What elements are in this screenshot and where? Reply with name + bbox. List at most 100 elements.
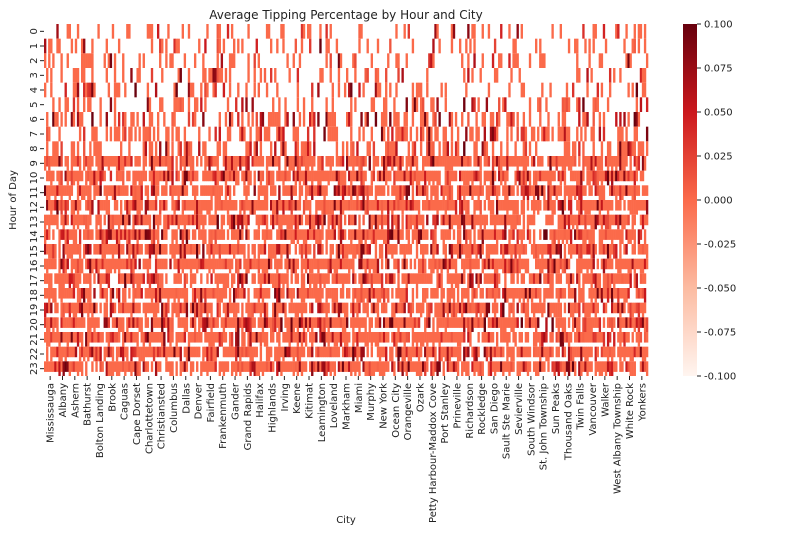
heatmap-cell — [331, 288, 334, 303]
heatmap-cell — [611, 170, 614, 186]
heatmap-cell — [463, 273, 466, 284]
heatmap-cell — [230, 258, 234, 270]
heatmap-cell — [555, 229, 558, 240]
heatmap-cell — [545, 244, 548, 255]
heatmap-cell — [323, 317, 326, 332]
heatmap-cell — [302, 112, 306, 127]
heatmap-cell — [448, 332, 452, 343]
heatmap-cell — [220, 170, 224, 182]
heatmap-cell — [202, 244, 205, 259]
heatmap-cell — [253, 258, 256, 270]
heatmap-cell — [629, 185, 632, 196]
heatmap-cell — [265, 156, 269, 171]
x-tick-label: Highlands — [268, 383, 279, 433]
heatmap-cell — [46, 185, 49, 200]
heatmap-cell — [89, 229, 92, 240]
heatmap-cell — [130, 317, 133, 328]
heatmap-cell — [72, 361, 76, 372]
heatmap-cell — [288, 170, 291, 182]
heatmap-cell — [243, 332, 246, 347]
heatmap-cell — [504, 185, 507, 200]
heatmap-cell — [333, 258, 337, 274]
heatmap-cell — [249, 170, 252, 186]
heatmap-cell — [85, 332, 88, 347]
heatmap-cell — [543, 288, 546, 303]
heatmap-cell — [436, 214, 439, 226]
heatmap-cell — [290, 317, 293, 332]
heatmap-cell — [337, 53, 341, 68]
heatmap-cell — [493, 214, 497, 230]
heatmap-cell — [393, 361, 396, 376]
heatmap-cell — [280, 229, 283, 240]
heatmap-cell — [193, 317, 197, 332]
heatmap-cell — [409, 361, 413, 372]
heatmap-cell — [424, 200, 427, 211]
heatmap-cell — [339, 53, 343, 68]
heatmap-cell — [89, 53, 92, 68]
heatmap-cell — [578, 214, 581, 226]
heatmap-cell — [633, 244, 636, 255]
heatmap-cell — [208, 229, 211, 244]
heatmap-cell — [144, 258, 148, 270]
heatmap-cell — [397, 346, 400, 362]
heatmap-cell — [128, 214, 131, 226]
heatmap-cell — [350, 317, 353, 328]
heatmap-cell — [208, 244, 211, 259]
heatmap-cell — [374, 302, 378, 314]
heatmap-cell — [419, 229, 423, 240]
heatmap-cell — [528, 141, 532, 156]
heatmap-cell — [46, 317, 49, 332]
heatmap-cell — [144, 156, 148, 167]
heatmap-cell — [397, 317, 400, 332]
heatmap-cell — [150, 185, 154, 196]
heatmap-cell — [625, 156, 628, 167]
heatmap-cell — [302, 200, 306, 215]
heatmap-cell — [48, 214, 51, 230]
x-tick-label: Petty Harbour-Maddox Cove — [428, 383, 439, 523]
heatmap-cell — [134, 156, 137, 167]
heatmap-cell — [329, 258, 332, 274]
heatmap-cell — [528, 170, 532, 186]
heatmap-cell — [608, 156, 612, 167]
heatmap-cell — [83, 82, 86, 98]
heatmap-cell — [296, 156, 300, 171]
heatmap-cell — [450, 156, 454, 171]
heatmap-cell — [208, 317, 211, 328]
heatmap-cell — [635, 332, 639, 343]
heatmap-cell — [311, 185, 314, 200]
heatmap-cell — [311, 170, 314, 186]
heatmap-cell — [539, 361, 542, 372]
heatmap-cell — [206, 170, 209, 182]
heatmap-cell — [78, 200, 82, 211]
heatmap-cell — [60, 288, 63, 303]
heatmap-cell — [120, 302, 123, 314]
heatmap-cell — [50, 317, 53, 328]
heatmap-cell — [150, 68, 154, 83]
heatmap-cell — [405, 317, 408, 328]
heatmap-cell — [514, 214, 517, 230]
heatmap-cell — [495, 346, 499, 358]
heatmap-cell — [403, 200, 406, 211]
heatmap-cell — [230, 170, 234, 182]
heatmap-cell — [296, 214, 300, 230]
heatmap-cell — [346, 346, 349, 358]
heatmap-cell — [52, 112, 55, 127]
heatmap-cell — [306, 185, 310, 196]
heatmap-cell — [85, 170, 88, 186]
heatmap-cell — [315, 214, 318, 226]
heatmap-cell — [87, 302, 90, 318]
heatmap-cell — [175, 361, 178, 376]
heatmap-cell — [641, 170, 645, 182]
heatmap-cell — [113, 258, 117, 274]
heatmap-cell — [512, 53, 515, 68]
heatmap-cell — [187, 82, 191, 98]
heatmap-cell — [506, 126, 509, 142]
heatmap-cell — [327, 332, 330, 347]
heatmap-cell — [608, 82, 612, 98]
x-tick-label: Rockledge — [477, 383, 488, 435]
heatmap-cell — [76, 68, 80, 83]
heatmap-cell — [156, 302, 160, 314]
heatmap-cell — [559, 24, 563, 39]
heatmap-cell — [576, 302, 579, 314]
heatmap-cell — [594, 97, 597, 112]
